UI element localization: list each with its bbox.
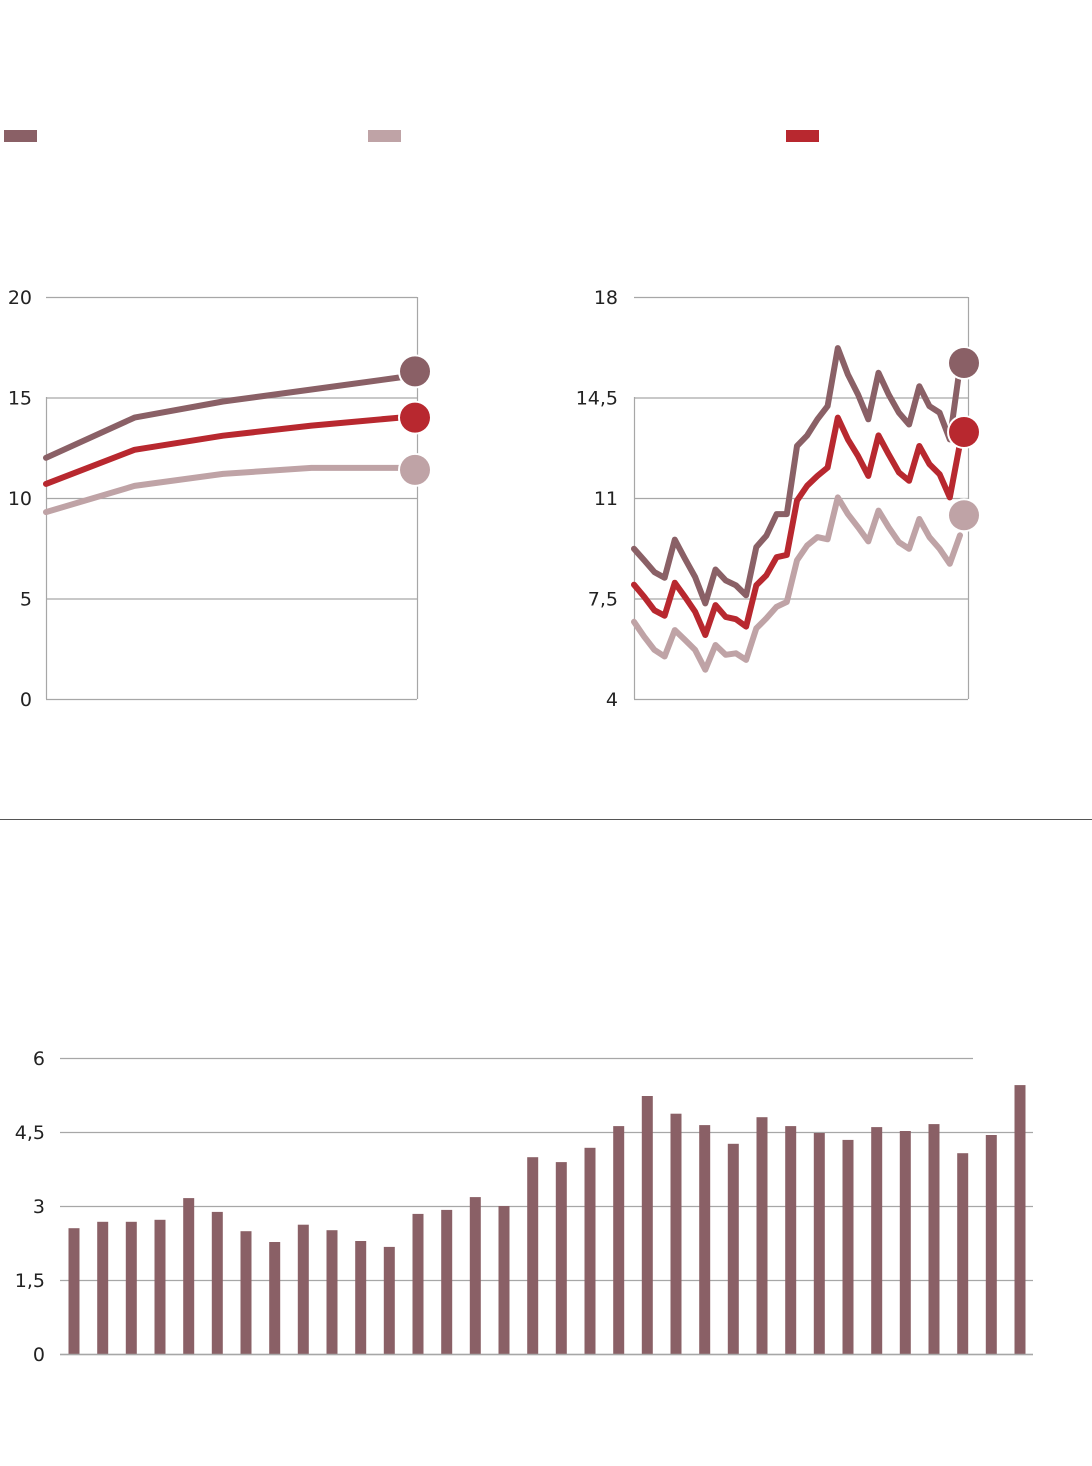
y-tick-label: 20: [8, 287, 32, 309]
end-marker-series_a: [949, 348, 979, 379]
bar: [613, 1126, 625, 1354]
y-tick-label: 10: [8, 488, 32, 510]
bar: [269, 1242, 281, 1354]
bar: [670, 1113, 682, 1354]
bar: [326, 1230, 338, 1354]
bar: [211, 1211, 223, 1354]
series-line-series_a: [631, 345, 963, 607]
line-chart-left: 0 5 10 15 20: [8, 287, 432, 711]
bar: [383, 1246, 395, 1354]
legend-swatch-series-b: [368, 130, 401, 142]
bar: [355, 1241, 367, 1354]
bar: [756, 1117, 768, 1354]
bar: [785, 1126, 797, 1354]
y-tick-label: 11: [594, 488, 618, 510]
bar: [1014, 1085, 1026, 1354]
bar-chart: 0 1,5 3 4,5 6: [15, 1048, 1033, 1366]
y-tick-label: 0: [33, 1344, 45, 1366]
bar: [928, 1124, 940, 1354]
y-tick-label: 1,5: [15, 1270, 45, 1292]
bar: [727, 1143, 739, 1354]
legend-swatch-series-c: [786, 130, 819, 142]
series-line-series_c: [631, 414, 963, 638]
bar: [498, 1206, 510, 1354]
y-tick-label: 14,5: [576, 388, 618, 410]
series-line-series_b: [43, 464, 403, 516]
line-chart-right: 4 7,5 11 14,5 18: [576, 287, 981, 711]
bar: [813, 1133, 825, 1354]
end-marker-series_c: [949, 416, 979, 447]
y-tick-label: 3: [33, 1196, 45, 1218]
bar: [68, 1228, 80, 1354]
y-tick-label: 4: [606, 689, 618, 711]
end-marker-series_b: [949, 500, 979, 531]
bar: [240, 1231, 252, 1354]
bar: [527, 1157, 539, 1354]
bar: [183, 1198, 195, 1354]
bar: [154, 1219, 166, 1354]
y-tick-label: 0: [20, 689, 32, 711]
bar: [641, 1096, 653, 1354]
end-marker-series_b: [400, 454, 430, 485]
bar: [441, 1209, 453, 1354]
y-tick-label: 15: [8, 388, 32, 410]
bar: [871, 1127, 883, 1354]
bar: [297, 1224, 309, 1354]
end-marker-series_a: [400, 356, 430, 387]
bar: [899, 1131, 911, 1354]
y-tick-label: 7,5: [588, 589, 618, 611]
bar: [412, 1213, 424, 1354]
bar: [125, 1221, 137, 1354]
y-tick-label: 4,5: [15, 1122, 45, 1144]
end-marker-series_c: [400, 402, 430, 433]
bar: [985, 1135, 997, 1354]
y-tick-label: 5: [20, 589, 32, 611]
legend-swatch-series-a: [4, 130, 37, 142]
bar: [584, 1147, 596, 1354]
y-tick-label: 18: [594, 287, 618, 309]
bar: [699, 1125, 711, 1354]
y-tick-label: 6: [33, 1048, 45, 1070]
bar: [469, 1197, 481, 1354]
series-line-series_b: [631, 494, 963, 673]
bar: [842, 1139, 854, 1354]
series-line-series_a: [43, 374, 403, 461]
bar: [957, 1153, 969, 1354]
series-line-series_c: [43, 414, 403, 487]
bar: [97, 1221, 109, 1354]
bar: [555, 1162, 567, 1354]
